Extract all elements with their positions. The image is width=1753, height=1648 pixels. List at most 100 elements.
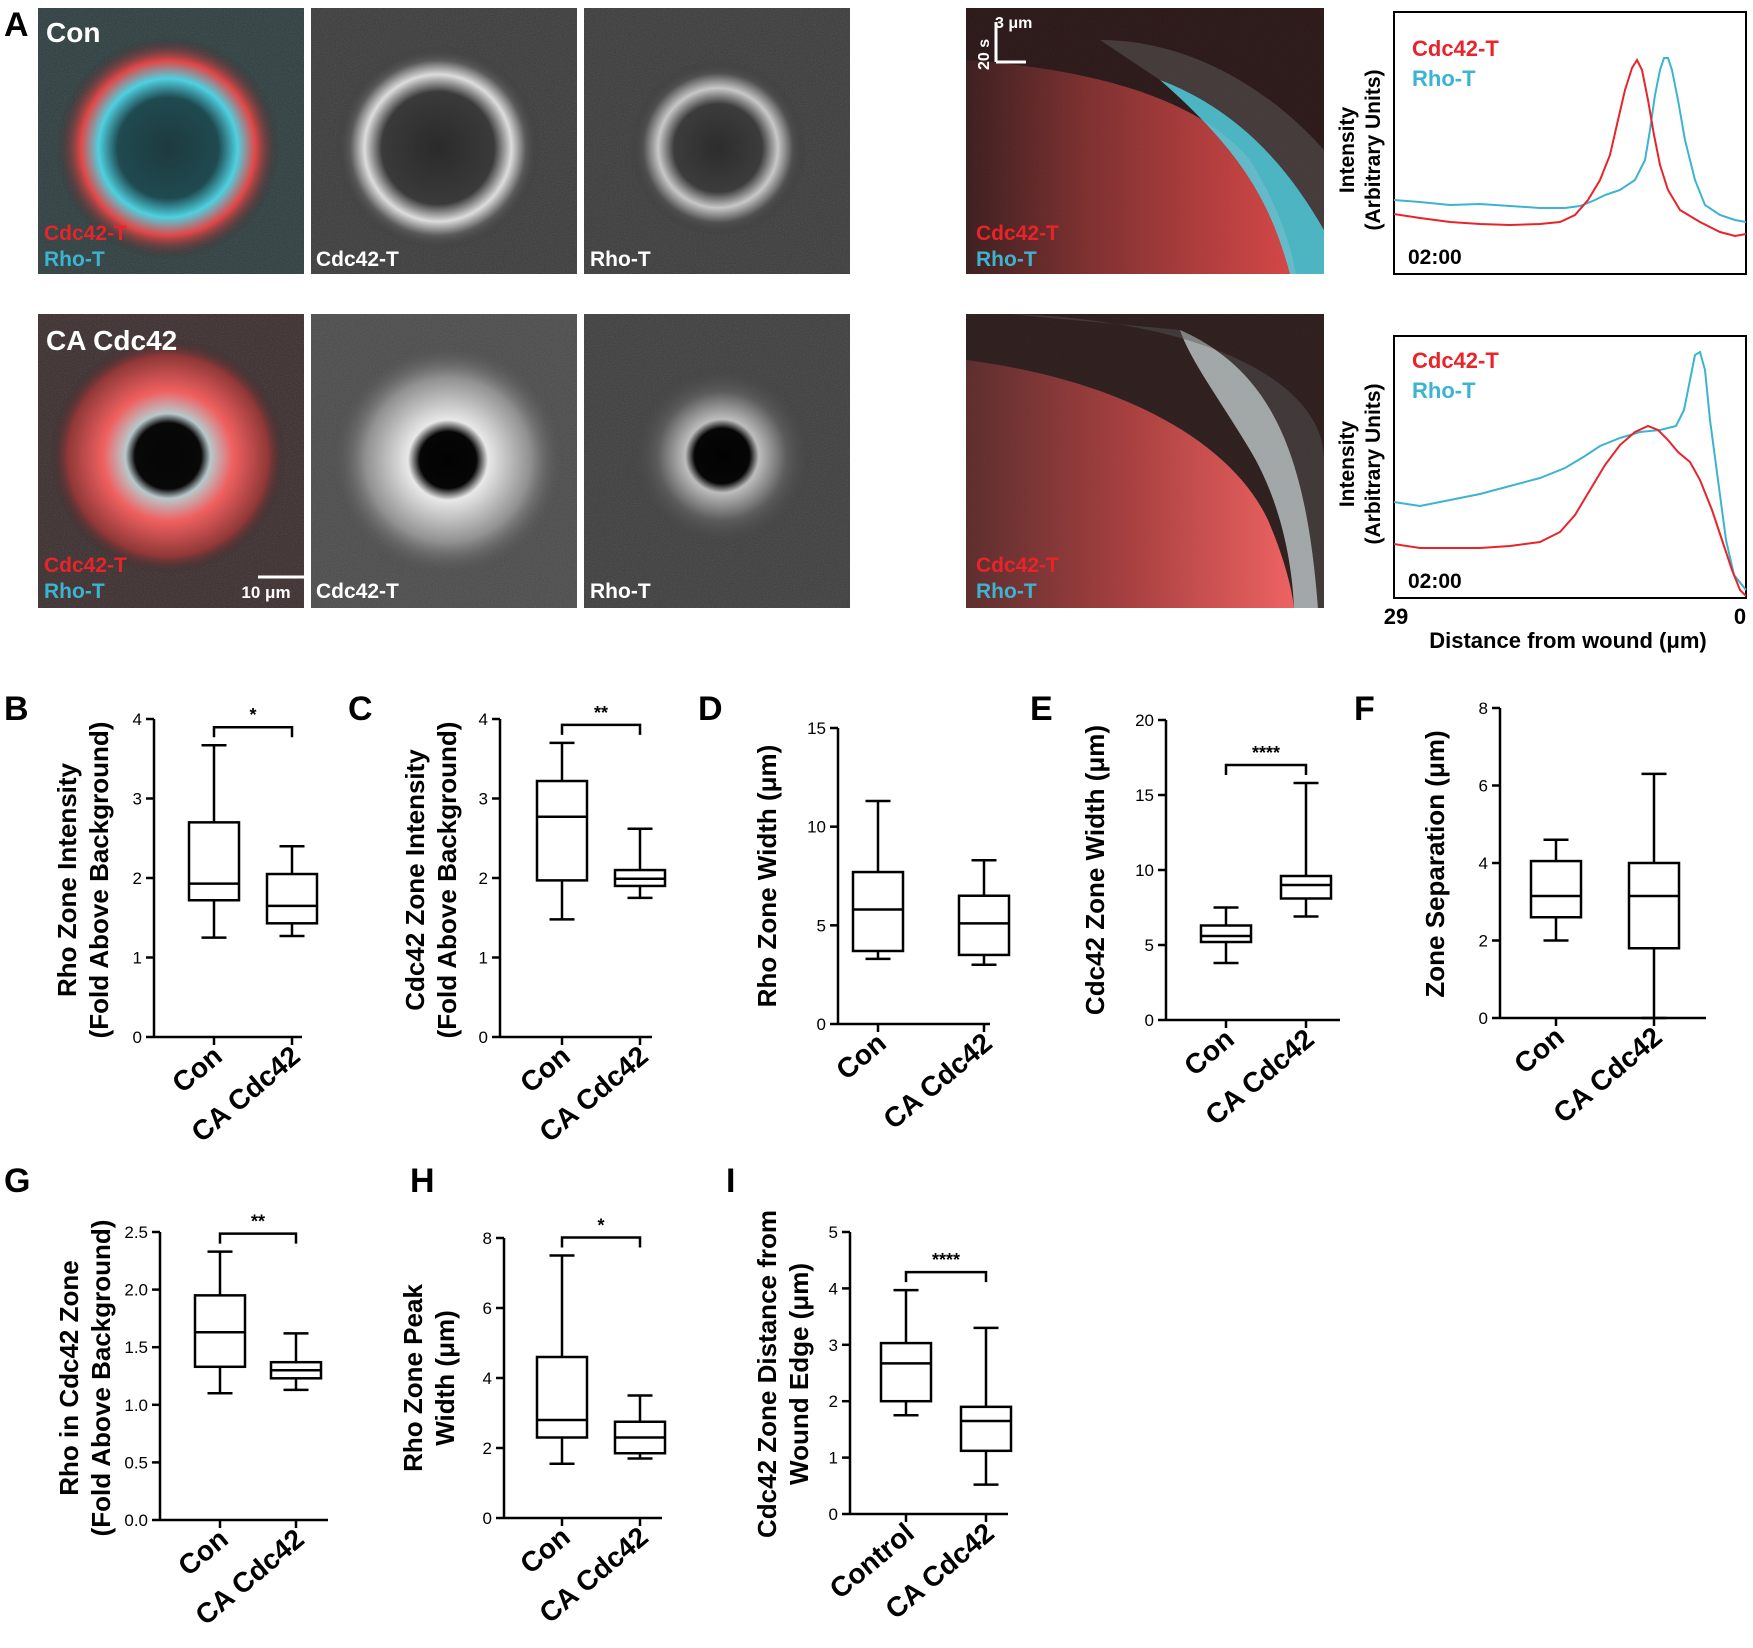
kymo-label-cyan-ca: Rho-T — [976, 580, 1037, 603]
con-merge-image: Con Cdc42-T Rho-T — [38, 8, 304, 274]
y-tick-label: 4 — [479, 710, 488, 729]
y-axis-label: Rho Zone Width (μm) — [752, 745, 782, 1008]
significance-label: ** — [251, 1212, 265, 1232]
significance-bracket — [218, 1232, 298, 1244]
box-1 — [535, 741, 589, 921]
y-tick-label: 1.5 — [124, 1338, 148, 1357]
ca-kymograph: Cdc42-T Rho-T — [966, 314, 1324, 608]
y-axis-label: Rho Zone Peak — [398, 1284, 428, 1472]
merge-label-cyan: Rho-T — [44, 248, 105, 271]
category-label: Con — [166, 1040, 228, 1099]
kymo-scale-y: 20 s — [976, 39, 993, 70]
row-label-ca: CA Cdc42 — [46, 325, 177, 356]
y-tick-label: 1 — [133, 949, 142, 968]
y-tick-label: 0 — [479, 1028, 488, 1047]
category-label: Con — [1508, 1021, 1570, 1080]
profile-time-ca: 02:00 — [1408, 570, 1462, 593]
y-axis-label: Wound Edge (μm) — [784, 1263, 814, 1485]
y-tick-label: 3 — [479, 790, 488, 809]
y-tick-label: 5 — [817, 916, 826, 935]
y-tick-label: 1.0 — [124, 1396, 148, 1415]
y-tick-label: 2 — [483, 1439, 492, 1458]
profile-legend-red-ca: Cdc42-T — [1412, 348, 1499, 373]
con-rho-image: Rho-T — [584, 8, 850, 274]
y-tick-label: 5 — [829, 1223, 838, 1242]
y-tick-label: 8 — [1479, 699, 1488, 718]
profile-ylabel-1: Intensity — [1336, 107, 1359, 194]
ca-merge-image: CA Cdc42 Cdc42-T Rho-T 10 μm — [38, 314, 308, 608]
y-tick-label: 4 — [1479, 854, 1488, 873]
chart-c: 0 1 2 3 4 Cdc42 Zone Intensity (Fold Above Bac… — [400, 703, 667, 1148]
y-tick-label: 0 — [829, 1505, 838, 1524]
y-tick-label: 10 — [807, 818, 826, 837]
y-axis-label: Rho in Cdc42 Zone — [54, 1260, 84, 1495]
box-1 — [1529, 838, 1583, 942]
merge-label-cyan-ca: Rho-T — [44, 580, 105, 603]
panel-letter-i: I — [726, 1162, 735, 1200]
y-tick-label: 3 — [829, 1336, 838, 1355]
box-iqr — [535, 1355, 589, 1439]
panel-letter-c: C — [348, 690, 373, 728]
panel-letter-f: F — [1354, 690, 1375, 728]
box-2 — [613, 827, 667, 900]
profile-legend-cyan-ca: Rho-T — [1412, 378, 1476, 403]
y-axis-label: Cdc42 Zone Width (μm) — [1080, 725, 1110, 1015]
significance-bracket — [904, 1270, 988, 1283]
gray-label-rho-ca: Rho-T — [590, 580, 651, 603]
box-2 — [1279, 781, 1333, 918]
y-tick-label: 6 — [1479, 777, 1488, 796]
y-tick-label: 2 — [829, 1392, 838, 1411]
box-1 — [851, 799, 905, 961]
y-tick-label: 0 — [817, 1015, 826, 1034]
box-2 — [613, 1394, 667, 1460]
gray-label-cdc42-ca: Cdc42-T — [316, 580, 399, 603]
y-tick-label: 20 — [1135, 711, 1154, 730]
gray-label-rho: Rho-T — [590, 248, 651, 271]
box-iqr — [265, 872, 319, 925]
panel-letter-e: E — [1030, 690, 1053, 728]
y-tick-label: 2 — [1479, 932, 1488, 951]
merge-label-red-ca: Cdc42-T — [44, 554, 127, 577]
ca-cdc42-image: Cdc42-T — [311, 314, 577, 608]
box-2 — [959, 1326, 1013, 1486]
scale-bar-label: 10 μm — [241, 583, 290, 602]
y-tick-label: 0 — [483, 1509, 492, 1528]
box-iqr — [1627, 861, 1681, 950]
gray-label-cdc42: Cdc42-T — [316, 248, 399, 271]
y-axis-label: Zone Separation (μm) — [1420, 730, 1450, 997]
y-axis-label: (Fold Above Background) — [84, 722, 114, 1039]
y-tick-label: 0.0 — [124, 1511, 148, 1530]
y-axis-label: (Fold Above Background) — [432, 722, 462, 1039]
profile-ylabel-1-ca: Intensity — [1336, 421, 1359, 508]
category-label: Con — [1178, 1023, 1240, 1082]
y-tick-label: 4 — [829, 1279, 838, 1298]
y-axis-label: Cdc42 Zone Intensity — [400, 749, 430, 1011]
box-iqr — [187, 821, 241, 902]
category-label: Con — [514, 1040, 576, 1099]
y-tick-label: 3 — [133, 790, 142, 809]
significance-label: * — [597, 1216, 604, 1236]
y-tick-label: 2 — [133, 869, 142, 888]
box-iqr — [1529, 859, 1583, 919]
y-tick-label: 2.5 — [124, 1223, 148, 1242]
chart-g: 0.0 0.5 1.0 1.5 2.0 2.5 Rho in Cdc42 Zone (Fold… — [54, 1212, 328, 1631]
kymo-label-red: Cdc42-T — [976, 222, 1059, 245]
profile-x-left: 29 — [1384, 604, 1408, 629]
panel-letter-h: H — [410, 1162, 435, 1200]
y-tick-label: 0.5 — [124, 1453, 148, 1472]
y-tick-label: 5 — [1145, 936, 1154, 955]
kymo-label-red-ca: Cdc42-T — [976, 554, 1059, 577]
y-tick-label: 4 — [133, 710, 142, 729]
chart-b: 0 1 2 3 4 Rho Zone Intensity (Fold Above Backg… — [52, 705, 319, 1148]
y-tick-label: 0 — [1479, 1009, 1488, 1028]
category-label: Con — [514, 1521, 576, 1580]
profile-ylabel-2: (Arbitrary Units) — [1362, 69, 1385, 230]
category-label: CA Cdc42 — [1547, 1021, 1667, 1129]
significance-bracket — [560, 1236, 642, 1248]
panel-letter-g: G — [4, 1162, 30, 1200]
y-tick-label: 4 — [483, 1369, 492, 1388]
box-1 — [879, 1288, 933, 1417]
